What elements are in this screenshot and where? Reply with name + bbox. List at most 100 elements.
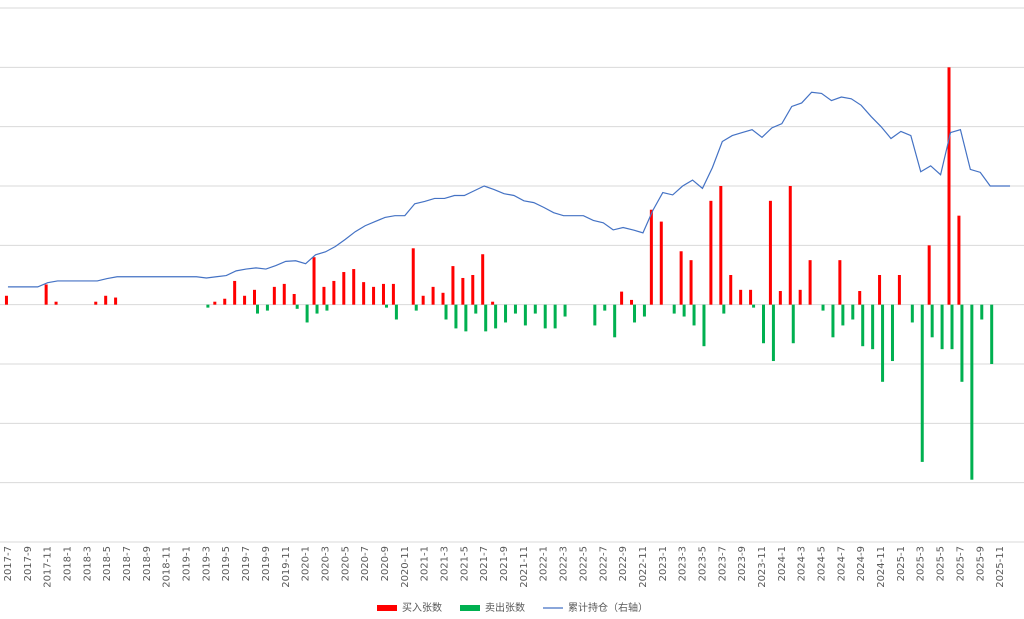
bar: [831, 304, 835, 338]
bar: [841, 304, 845, 326]
bar: [44, 284, 48, 305]
bar: [481, 254, 485, 305]
bar: [305, 304, 309, 323]
bar: [431, 286, 435, 305]
x-tick-label: 2022-3: [559, 546, 570, 581]
bar: [890, 304, 894, 362]
bar: [494, 304, 498, 329]
bar: [523, 304, 527, 326]
bar: [878, 275, 882, 305]
bar: [752, 304, 756, 308]
bar: [630, 299, 634, 305]
bar: [729, 275, 733, 305]
bar: [325, 304, 329, 311]
bar: [474, 304, 478, 314]
bar: [391, 283, 395, 305]
bar: [930, 304, 934, 338]
x-tick-label: 2019-5: [221, 546, 232, 581]
bar: [256, 304, 259, 314]
bar: [253, 289, 256, 305]
bar: [593, 304, 597, 326]
bar: [243, 295, 247, 305]
bar: [970, 304, 974, 480]
bar: [491, 301, 495, 305]
bar: [871, 304, 875, 350]
bar: [613, 304, 617, 338]
bar: [471, 275, 475, 305]
bar: [960, 304, 964, 382]
bar: [791, 304, 795, 344]
x-tick-label: 2025-3: [916, 546, 927, 581]
line: [7, 91, 1011, 288]
bar: [861, 304, 865, 347]
bar: [798, 289, 802, 305]
bar: [749, 289, 753, 305]
bar: [461, 277, 465, 305]
bar: [659, 221, 663, 305]
legend-label: 累计持仓（右轴）: [568, 601, 648, 614]
bar: [838, 260, 842, 305]
legend-swatch: [377, 605, 397, 611]
bar: [441, 292, 445, 305]
bar: [513, 304, 517, 314]
bar: [451, 266, 455, 305]
bar: [778, 291, 782, 305]
bar: [808, 260, 812, 305]
bar: [990, 304, 994, 364]
bar: [223, 298, 227, 305]
bar: [858, 291, 862, 305]
x-tick-label: 2021-5: [459, 546, 470, 581]
bar: [315, 304, 319, 314]
x-tick-label: 2019-11: [281, 546, 292, 588]
bar: [384, 304, 388, 308]
x-tick-label: 2025-9: [975, 546, 986, 581]
bar: [672, 304, 676, 314]
bar: [394, 304, 398, 320]
bar: [762, 304, 765, 344]
bar: [352, 269, 356, 305]
x-tick-label: 2021-7: [479, 546, 490, 581]
bar: [411, 248, 415, 305]
bar: [206, 304, 210, 308]
x-tick-label: 2017-9: [23, 546, 34, 581]
x-tick-label: 2022-11: [638, 546, 649, 588]
bar: [332, 280, 336, 305]
bar: [444, 304, 448, 320]
x-tick-label: 2022-5: [578, 546, 589, 581]
x-tick-label: 2017-7: [3, 546, 14, 581]
x-tick-label: 2023-3: [678, 546, 689, 581]
bar: [947, 67, 951, 305]
bar: [272, 286, 276, 305]
bar: [265, 304, 269, 311]
x-tick-label: 2024-5: [817, 546, 828, 581]
bar: [957, 215, 961, 305]
bar: [4, 295, 8, 305]
bar: [381, 283, 385, 305]
bar: [372, 286, 376, 305]
bar: [739, 289, 743, 305]
bar: [543, 304, 547, 329]
bar: [421, 295, 425, 305]
bar: [312, 257, 316, 305]
bar: [768, 200, 772, 305]
x-tick-label: 2025-7: [955, 546, 966, 581]
x-tick-label: 2020-5: [340, 546, 351, 581]
x-tick-label: 2018-7: [122, 546, 133, 581]
bar: [851, 304, 855, 320]
bar: [927, 245, 931, 305]
bar: [553, 304, 557, 329]
x-tick-label: 2023-9: [737, 546, 748, 581]
bar: [233, 280, 237, 305]
x-tick-label: 2024-9: [856, 546, 867, 581]
x-tick-label: 2020-11: [400, 546, 411, 588]
x-tick-label: 2024-11: [876, 546, 887, 588]
bar: [642, 304, 646, 317]
bar: [504, 304, 508, 323]
x-tick-label: 2024-7: [836, 546, 847, 581]
x-tick-label: 2023-11: [757, 546, 768, 588]
x-tick-label: 2021-3: [440, 546, 451, 581]
x-tick-label: 2022-7: [598, 546, 609, 581]
x-tick-label: 2023-7: [717, 546, 728, 581]
bar: [920, 304, 924, 462]
bar: [104, 295, 108, 305]
